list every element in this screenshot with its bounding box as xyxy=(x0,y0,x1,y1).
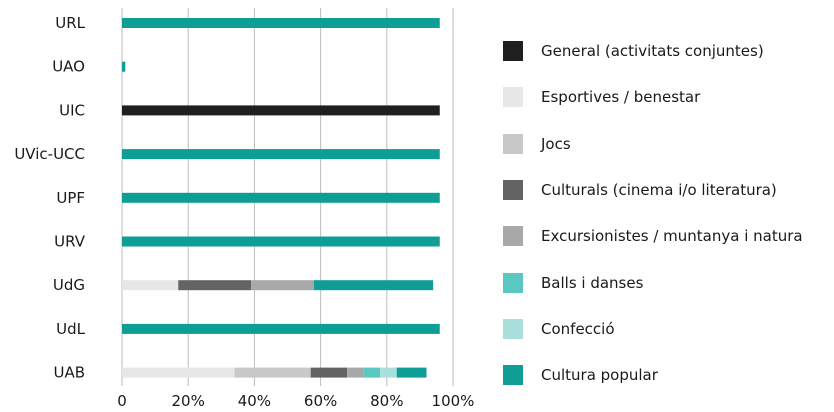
bars xyxy=(122,18,440,378)
legend-label: Jocs xyxy=(541,134,571,153)
legend-label: Culturals (cinema i/o literatura) xyxy=(541,181,777,200)
bar-segment xyxy=(363,367,381,378)
y-axis-labels: URL UAO UIC UVic-UCC UPF URV UdG UdL UAB xyxy=(14,14,85,382)
bar-segment xyxy=(122,367,235,378)
category-label: UdG xyxy=(53,276,85,294)
legend-label: Balls i danses xyxy=(541,273,644,292)
legend-swatch xyxy=(503,226,523,247)
bar-segment xyxy=(234,367,311,378)
legend-item: General (activitats conjuntes) xyxy=(503,28,803,74)
legend-label: General (activitats conjuntes) xyxy=(541,42,764,61)
x-tick-label: 100% xyxy=(432,392,475,410)
x-axis-tick-labels: 0 20% 40% 60% 80% 100% xyxy=(117,392,474,410)
x-tick-label: 60% xyxy=(304,392,337,410)
category-label: UPF xyxy=(56,189,85,207)
category-label: URV xyxy=(54,233,86,251)
legend-swatch xyxy=(503,41,523,62)
category-label: UVic-UCC xyxy=(14,145,85,163)
legend-item: Excursionistes / muntanya i natura xyxy=(503,213,803,259)
legend-item: Esportives / benestar xyxy=(503,74,803,120)
bar-segment xyxy=(122,280,179,291)
category-label: UAB xyxy=(53,364,85,382)
bar-segment xyxy=(251,280,314,291)
stacked-bar-chart: URL UAO UIC UVic-UCC UPF URV UdG UdL UAB 0 20% 40%… xyxy=(14,8,474,410)
bar-segment xyxy=(122,61,126,72)
bar-segment xyxy=(347,367,364,378)
legend-swatch xyxy=(503,87,523,108)
legend-item: Culturals (cinema i/o literatura) xyxy=(503,167,803,213)
category-label: UAO xyxy=(52,58,85,76)
legend-item: Cultura popular xyxy=(503,352,803,398)
bar-segment xyxy=(122,323,440,334)
legend-swatch xyxy=(503,133,523,154)
bar-segment xyxy=(122,18,440,28)
category-label: URL xyxy=(55,14,85,32)
legend-item: Confecció xyxy=(503,306,803,352)
bar-segment xyxy=(122,105,440,116)
bar-segment xyxy=(178,280,252,291)
legend-label: Cultura popular xyxy=(541,366,658,385)
x-tick-label: 20% xyxy=(172,392,205,410)
legend-swatch xyxy=(503,272,523,293)
legend: General (activitats conjuntes) Esportives… xyxy=(503,28,803,398)
legend-item: Jocs xyxy=(503,121,803,167)
bar-segment xyxy=(313,280,434,291)
bar-segment xyxy=(380,367,397,378)
legend-item: Balls i danses xyxy=(503,259,803,305)
bar-segment xyxy=(310,367,348,378)
legend-swatch xyxy=(503,318,523,339)
category-label: UIC xyxy=(59,101,85,119)
legend-swatch xyxy=(503,180,523,201)
bar-segment xyxy=(122,149,440,160)
x-tick-label: 0 xyxy=(117,392,127,410)
bar-segment xyxy=(122,236,440,247)
legend-swatch xyxy=(503,365,523,386)
bar-segment xyxy=(396,367,427,378)
legend-label: Esportives / benestar xyxy=(541,88,701,107)
x-tick-label: 80% xyxy=(370,392,403,410)
bar-segment xyxy=(122,192,440,203)
x-tick-label: 40% xyxy=(238,392,271,410)
legend-label: Confecció xyxy=(541,319,615,338)
category-label: UdL xyxy=(56,320,86,338)
legend-label: Excursionistes / muntanya i natura xyxy=(541,227,803,246)
